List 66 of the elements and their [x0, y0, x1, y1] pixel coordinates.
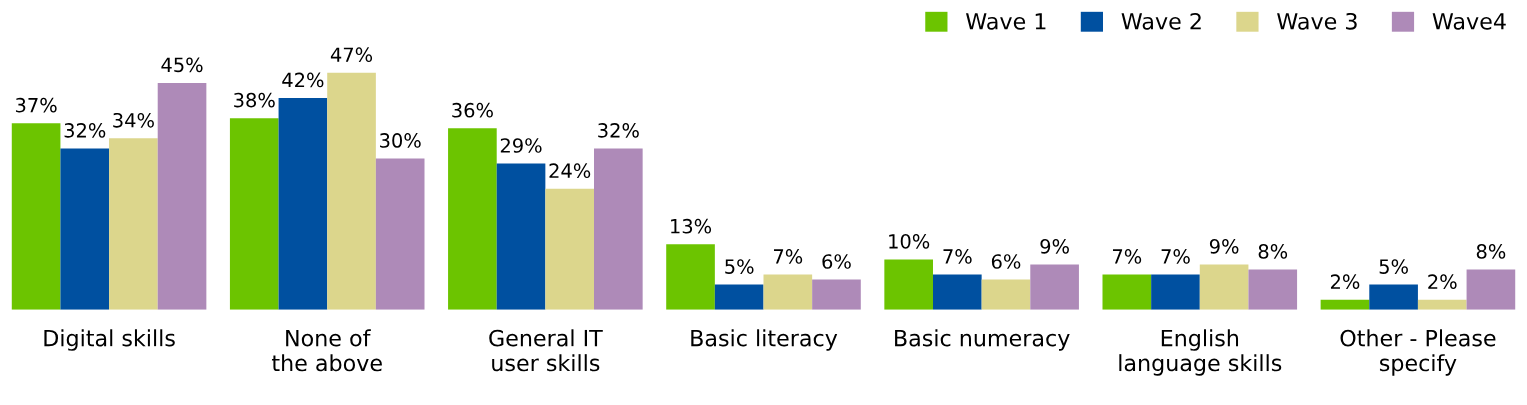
data-label: 13% — [671, 218, 712, 234]
data-label: 45% — [161, 57, 203, 73]
bar — [278, 98, 328, 310]
bar — [594, 148, 643, 310]
bar — [981, 279, 1031, 310]
data-label: 2% — [1428, 274, 1457, 290]
bar — [1466, 269, 1516, 310]
data-label: 32% — [64, 123, 106, 138]
bar — [812, 279, 861, 310]
bar — [229, 118, 279, 310]
data-label: 8% — [1476, 244, 1506, 259]
data-label: 7% — [943, 249, 972, 264]
bar — [1248, 269, 1298, 310]
x-tick-label: Other - Please specify — [1340, 329, 1496, 376]
bar — [545, 188, 594, 310]
bar — [109, 138, 158, 310]
data-label: 7% — [1112, 249, 1142, 264]
bar — [714, 284, 764, 310]
data-label: 38% — [234, 92, 275, 108]
data-label: 6% — [822, 254, 851, 269]
data-label: 10% — [889, 233, 930, 249]
bar — [157, 82, 207, 310]
data-label: 9% — [1040, 239, 1069, 254]
bar — [327, 72, 376, 310]
data-label: 7% — [1161, 249, 1190, 264]
bar — [1102, 274, 1152, 310]
data-label: 30% — [380, 133, 421, 148]
x-tick-label: Digital skills — [44, 329, 175, 351]
data-label: 8% — [1258, 244, 1288, 259]
bar — [933, 274, 982, 310]
data-label: 29% — [500, 138, 542, 153]
bar — [1151, 274, 1200, 310]
data-label: 5% — [1379, 259, 1408, 274]
data-label: 37% — [15, 97, 57, 113]
data-label: 42% — [282, 72, 324, 88]
legend-label: Wave4 — [1432, 13, 1506, 30]
bar — [60, 148, 110, 310]
data-label: 2% — [1330, 274, 1360, 290]
bar — [1369, 284, 1418, 310]
x-tick-label: None of the above — [271, 329, 382, 372]
x-tick-label: Basic literacy — [691, 329, 838, 351]
data-label: 7% — [773, 249, 803, 264]
data-label: 24% — [549, 163, 591, 179]
bar — [763, 274, 813, 310]
bar — [1199, 264, 1249, 310]
bar — [1030, 264, 1079, 310]
bar — [375, 158, 425, 310]
data-label: 5% — [725, 259, 754, 274]
bar — [666, 244, 715, 310]
data-label: 34% — [113, 112, 154, 128]
bar — [448, 128, 497, 310]
bar — [1417, 299, 1467, 310]
bar — [496, 163, 546, 310]
data-label: 6% — [991, 254, 1021, 269]
legend-label: Wave 3 — [1277, 12, 1357, 30]
legend-label: Wave 1 — [966, 13, 1046, 30]
x-tick-label: General IT user skills — [489, 329, 603, 372]
bar — [11, 123, 61, 310]
data-label: 9% — [1209, 239, 1239, 254]
data-label: 32% — [598, 123, 639, 138]
legend-label: Wave 2 — [1121, 12, 1201, 30]
bar — [884, 259, 933, 310]
x-tick-label: English language skills — [1119, 329, 1282, 376]
x-tick-label: Basic numeracy — [895, 329, 1070, 351]
data-label: 36% — [452, 102, 493, 118]
data-label: 47% — [330, 47, 373, 63]
